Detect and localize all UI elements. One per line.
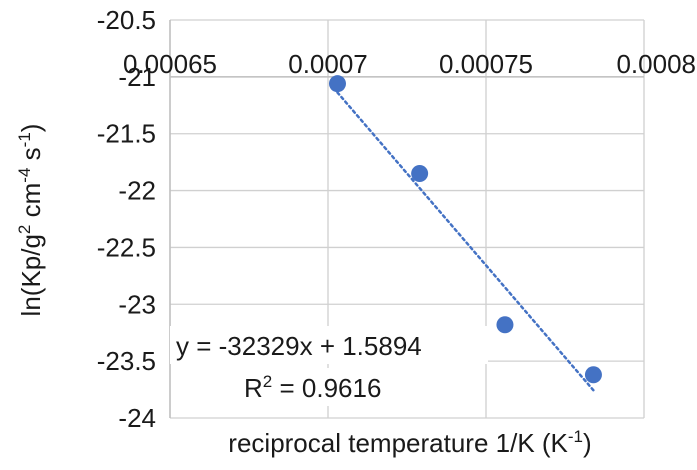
y-label-superscript: -1: [15, 132, 34, 147]
data-point: [496, 316, 514, 334]
x-tick-label: 0.0008: [616, 49, 696, 79]
y-label-text: s: [16, 147, 46, 167]
y-tick-label: -24: [118, 403, 156, 433]
y-label-text: cm: [16, 183, 46, 225]
x-tick-label: 0.0007: [288, 49, 368, 79]
r-squared-label: R2 = 0.9616: [244, 372, 381, 403]
equation-background: [170, 326, 488, 364]
r-squared-background: [238, 368, 420, 406]
x-axis-label: reciprocal temperature 1/K (K-1): [228, 427, 591, 458]
y-tick-label: -21: [118, 62, 156, 92]
y-tick-label: -21.5: [97, 119, 156, 149]
y-tick-label: -23: [118, 289, 156, 319]
trendline-equation: y = -32329x + 1.5894: [176, 331, 422, 361]
y-label-superscript: -4: [15, 168, 34, 183]
y-label-superscript: 2: [15, 225, 34, 234]
y-tick-labels: -20.5 -21 -21.5 -22 -22.5 -23 -23.5 -24: [97, 5, 156, 433]
data-point: [411, 165, 429, 183]
x-tick-label: 0.00065: [123, 49, 217, 79]
y-tick-label: -20.5: [97, 5, 156, 35]
y-tick-label: -23.5: [97, 346, 156, 376]
data-point: [584, 366, 602, 384]
x-tick-label: 0.00075: [439, 49, 533, 79]
y-label-text: ): [16, 124, 46, 133]
y-tick-label: -22.5: [97, 232, 156, 262]
trendline-layer: [336, 91, 595, 392]
x-tick-labels: 0.00065 0.0007 0.00075 0.0008: [123, 49, 696, 79]
y-axis-label: ln(Kp/g2 cm-4 s-1): [15, 124, 46, 317]
linear-trendline: [336, 91, 595, 392]
data-points: [328, 75, 602, 384]
data-point: [328, 75, 346, 93]
y-tick-label: -22: [118, 176, 156, 206]
y-label-text: ln(Kp/g: [16, 234, 46, 316]
